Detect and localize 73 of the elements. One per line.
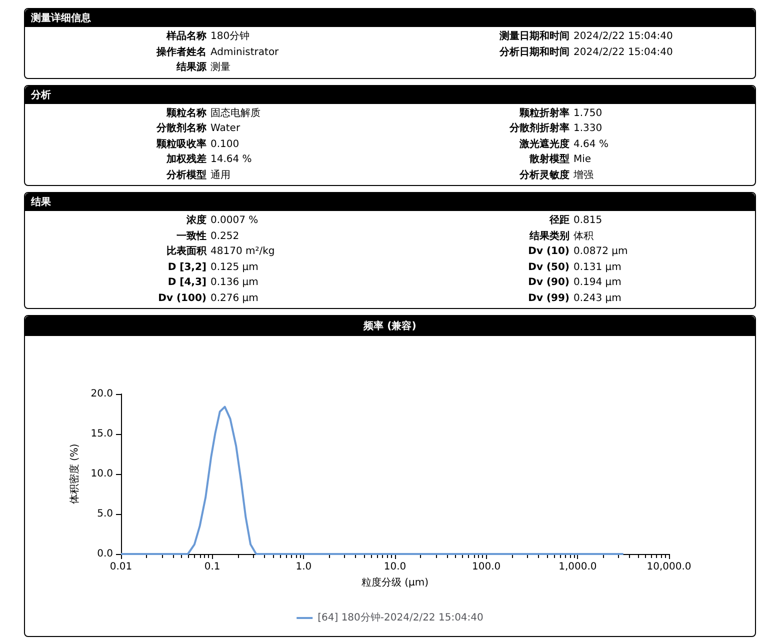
text: D [4,3] [166,276,206,290]
text: 结果 [25,193,755,211]
text: Dv (50) [527,260,570,274]
text: 2024/2/22 15:04:40 [574,46,674,60]
text: 测量日期和时间 [498,30,570,44]
text: 48170 m²/kg [210,245,276,259]
text: 径距 [548,214,570,228]
text: 0.131 μm [574,260,622,274]
text: 0.0007 % [210,214,260,228]
text: 浓度 [186,213,206,228]
text: 0.252 [210,230,240,244]
text: 0.136 μm [210,276,260,290]
text: D [3,2] [166,260,206,274]
text: 分析日期和时间 [498,46,570,60]
text: 分析 [25,86,755,104]
chart-title: 频率 (兼容) [25,316,755,336]
text: 样品名称 [165,30,206,44]
text: Dv (90) [527,276,570,290]
text: 分散剂折射率 [508,121,570,136]
text: 散射模型 [528,152,570,167]
text: 颗粒名称 [165,106,206,120]
y-tick-label: 5.0 [97,508,113,520]
text: 180分钟 [210,30,251,44]
text: 0.125 μm [210,260,260,274]
text: 测量详细信息 [25,9,755,27]
text: 分散剂名称 [155,122,206,136]
text: 固态电解质 [210,106,262,120]
text: 0.243 μm [574,292,622,306]
y-tick-label: 0.0 [97,548,113,560]
text: 体积 [574,230,594,244]
text: 0.0872 μm [574,245,629,259]
text: 4.64 % [574,138,610,152]
legend-label: [64] 180分钟-2024/2/22 15:04:40 [318,612,484,624]
x-tick-label: 10.0 [384,562,406,572]
y-tick-label: 20.0 [90,388,113,400]
text: 0.276 μm [210,292,260,306]
text: 1.330 [574,122,604,136]
x-tick-label: 0.1 [204,562,220,572]
text: 增强 [574,168,594,182]
text: 一致性 [176,230,206,244]
text: Dv (10) [527,245,570,259]
text: 颗粒吸收率 [155,137,206,152]
text: 结果源 [175,60,206,75]
text: 分析模型 [165,168,206,182]
x-tick-label: 1,000.0 [558,562,597,572]
text: Mie [574,153,592,167]
text: 0.815 [574,214,604,228]
x-tick-label: 0.01 [110,562,132,572]
text: 分析灵敏度 [518,168,570,182]
text: Administrator [210,46,280,60]
text: 颗粒折射率 [518,106,570,120]
text: 结果类别 [528,230,570,244]
x-tick-label: 10,000.0 [646,562,692,572]
text: 1.750 [574,106,604,120]
y-axis-title: 体积密度 (%) [68,444,80,504]
text: 加权残差 [166,152,206,167]
text: Dv (99) [527,292,570,306]
text: 0.100 [210,138,240,152]
text: 0.194 μm [574,276,622,290]
text: 2024/2/22 15:04:40 [574,30,674,44]
y-tick-label: 10.0 [90,468,113,480]
y-tick-label: 15.0 [90,428,113,440]
text: 比表面积 [166,244,206,259]
x-tick-label: 1.0 [296,562,312,572]
text: 操作者姓名 [155,46,206,60]
x-axis-title: 粒度分级 (μm) [361,576,429,588]
x-tick-label: 100.0 [472,562,501,572]
text: Dv (100) [157,292,206,306]
text: 测量 [210,60,232,75]
text: 激光遮光度 [518,137,570,152]
text: 通用 [210,168,232,182]
text: 14.64 % [210,153,253,167]
text: Water [210,122,242,136]
